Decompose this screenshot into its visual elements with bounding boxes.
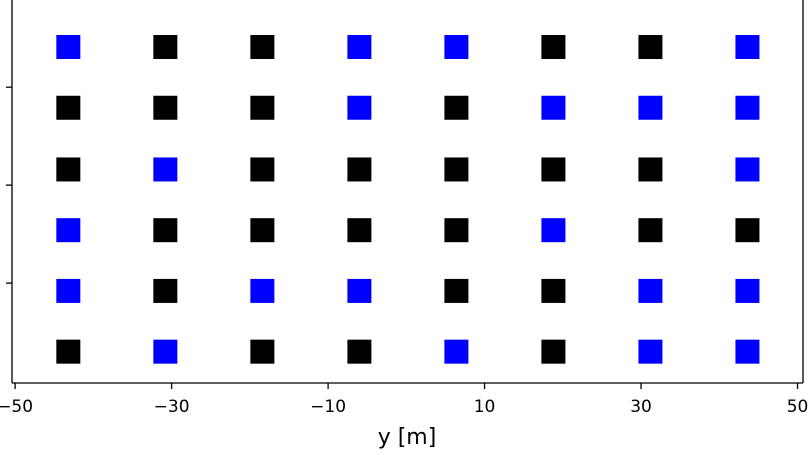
point — [638, 278, 663, 303]
point — [347, 278, 372, 303]
point — [735, 157, 760, 182]
x-tick-label: 10 — [474, 397, 496, 417]
point — [444, 95, 469, 120]
point — [444, 218, 469, 243]
point — [250, 157, 275, 182]
point — [56, 95, 81, 120]
x-tick-label: 50 — [787, 397, 808, 417]
point — [153, 95, 178, 120]
point — [541, 278, 566, 303]
point — [541, 35, 566, 60]
point — [347, 35, 372, 60]
point — [56, 157, 81, 182]
point — [638, 339, 663, 364]
point — [444, 278, 469, 303]
point — [735, 339, 760, 364]
point — [347, 218, 372, 243]
point — [56, 35, 81, 60]
point — [638, 95, 663, 120]
point — [638, 218, 663, 243]
point — [735, 278, 760, 303]
x-tick-label: 30 — [630, 397, 652, 417]
point — [250, 278, 275, 303]
point — [56, 278, 81, 303]
point — [56, 339, 81, 364]
point — [638, 157, 663, 182]
x-axis-label: y [m] — [378, 425, 437, 450]
point — [444, 157, 469, 182]
point — [347, 95, 372, 120]
point — [153, 218, 178, 243]
point — [541, 218, 566, 243]
point — [250, 95, 275, 120]
point — [153, 278, 178, 303]
point — [347, 339, 372, 364]
point — [153, 339, 178, 364]
x-tick-label: −30 — [154, 397, 190, 417]
point — [541, 339, 566, 364]
point — [153, 35, 178, 60]
point — [541, 157, 566, 182]
point — [250, 339, 275, 364]
point — [153, 157, 178, 182]
point — [250, 218, 275, 243]
point — [250, 35, 275, 60]
point — [735, 95, 760, 120]
x-tick-label: −50 — [0, 397, 33, 417]
point — [347, 157, 372, 182]
point — [444, 35, 469, 60]
point — [735, 218, 760, 243]
point — [638, 35, 663, 60]
x-tick-label: −10 — [310, 397, 346, 417]
point — [541, 95, 566, 120]
point — [56, 218, 81, 243]
point — [444, 339, 469, 364]
point — [735, 35, 760, 60]
